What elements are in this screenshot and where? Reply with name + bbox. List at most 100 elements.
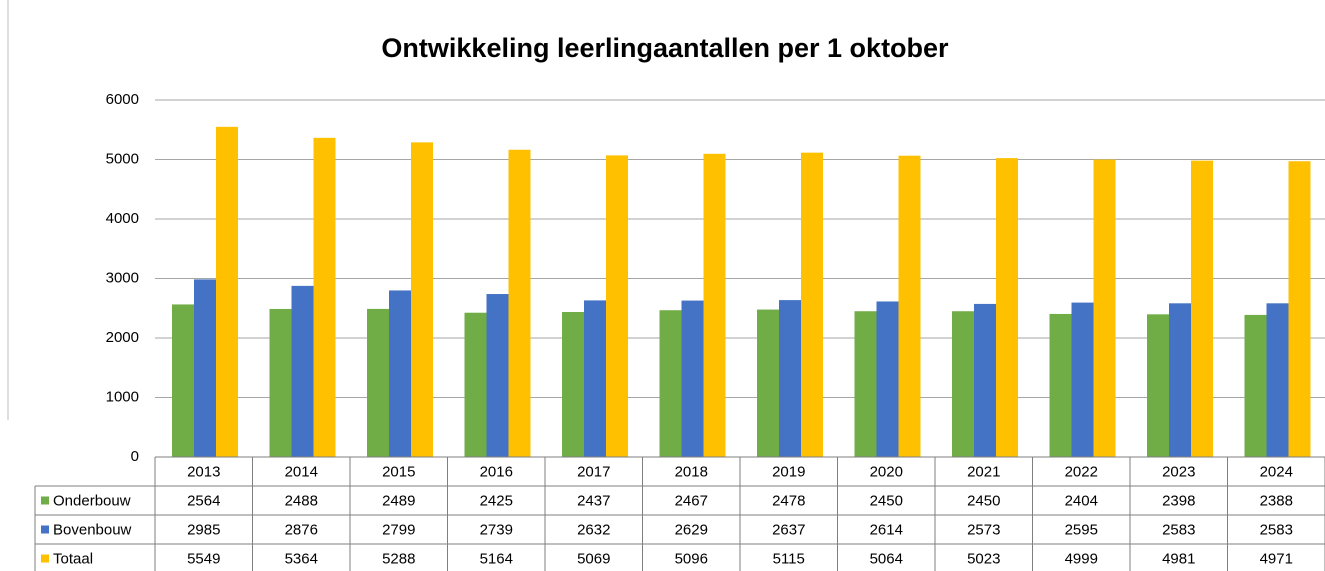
bar: [854, 311, 877, 457]
bar: [974, 303, 996, 457]
table-value: 5069: [577, 550, 610, 567]
table-value: 2637: [772, 521, 805, 538]
table-value: 2388: [1260, 492, 1293, 509]
bar: [486, 294, 509, 457]
table-value: 2450: [870, 492, 903, 509]
x-tick-label: 2016: [480, 463, 513, 480]
table-value: 5549: [187, 550, 220, 567]
bar: [216, 126, 238, 457]
legend-swatch: [41, 525, 49, 534]
bar: [952, 311, 974, 457]
bar: [1191, 160, 1213, 457]
table-value: 2398: [1162, 492, 1195, 509]
table-value: 2478: [772, 492, 805, 509]
x-tick-label: 2017: [577, 463, 610, 480]
legend-label: Onderbouw: [53, 492, 131, 509]
bar: [269, 308, 292, 457]
bar: [757, 309, 779, 457]
table-value: 5364: [285, 550, 318, 567]
table-value: 2799: [382, 521, 415, 538]
bar: [703, 153, 726, 457]
x-tick-label: 2014: [285, 463, 318, 480]
bar: [464, 312, 487, 457]
table-value: 4971: [1260, 550, 1293, 567]
y-tick-label: 2000: [106, 329, 139, 346]
bar: [367, 308, 389, 457]
bar: [313, 137, 336, 458]
y-tick-label: 3000: [106, 269, 139, 286]
legend-label: Bovenbouw: [53, 521, 132, 538]
bar: [1244, 314, 1267, 457]
bar: [291, 285, 314, 457]
bar: [1093, 159, 1116, 457]
table-value: 5115: [773, 550, 805, 567]
bar: [194, 279, 216, 457]
table-value: 2632: [577, 521, 610, 538]
x-tick-label: 2020: [870, 463, 903, 480]
x-tick-label: 2024: [1260, 463, 1293, 480]
bar: [1288, 161, 1311, 457]
bar: [508, 149, 531, 457]
bar: [562, 311, 584, 457]
y-tick-label: 5000: [106, 150, 139, 167]
x-tick-label: 2018: [675, 463, 708, 480]
x-tick-label: 2023: [1162, 463, 1195, 480]
table-value: 2488: [285, 492, 318, 509]
bar: [1169, 303, 1191, 457]
table-value: 5288: [382, 550, 415, 567]
table-value: 2985: [187, 521, 220, 538]
legend-label: Totaal: [53, 550, 93, 567]
table-value: 4999: [1065, 550, 1098, 567]
table-value: 2739: [480, 521, 513, 538]
bar: [389, 290, 411, 457]
table-value: 2404: [1065, 492, 1098, 509]
bar: [779, 300, 801, 457]
bar: [801, 152, 823, 457]
table-value: 2614: [870, 521, 903, 538]
bar: [898, 155, 921, 457]
bar: [996, 158, 1018, 457]
bar: [411, 142, 433, 457]
table-value: 2425: [480, 492, 513, 509]
table-value: 4981: [1162, 550, 1195, 567]
table-value: 2450: [967, 492, 1000, 509]
bar: [584, 300, 606, 457]
table-value: 2573: [967, 521, 1000, 538]
bar: [1071, 302, 1094, 457]
bar: [876, 301, 899, 457]
legend-swatch: [41, 554, 49, 563]
table-value: 2467: [675, 492, 708, 509]
bar: [1266, 303, 1289, 457]
table-value: 5064: [870, 550, 903, 567]
bar: [1049, 313, 1072, 457]
legend-swatch: [41, 496, 49, 505]
x-tick-label: 2013: [187, 463, 220, 480]
table-value: 2876: [285, 521, 318, 538]
table-value: 2489: [382, 492, 415, 509]
y-tick-label: 6000: [106, 91, 139, 108]
table-value: 2583: [1260, 521, 1293, 538]
bar: [1147, 314, 1169, 457]
x-tick-label: 2021: [967, 463, 1000, 480]
table-value: 5096: [675, 550, 708, 567]
bar: [659, 310, 682, 457]
table-value: 2629: [675, 521, 708, 538]
y-tick-label: 4000: [106, 210, 139, 227]
x-tick-label: 2022: [1065, 463, 1098, 480]
x-tick-label: 2019: [772, 463, 805, 480]
x-tick-label: 2015: [382, 463, 415, 480]
table-value: 5023: [967, 550, 1000, 567]
table-value: 2583: [1162, 521, 1195, 538]
y-tick-label: 1000: [106, 388, 139, 405]
table-value: 2564: [187, 492, 220, 509]
bar: [606, 155, 628, 457]
table-value: 2437: [577, 492, 610, 509]
bar: [681, 300, 704, 457]
table-value: 5164: [480, 550, 513, 567]
bar: [172, 304, 194, 457]
table-value: 2595: [1065, 521, 1098, 538]
chart-title: Ontwikkeling leerlingaantallen per 1 okt…: [381, 33, 949, 63]
y-tick-label: 0: [131, 448, 139, 465]
